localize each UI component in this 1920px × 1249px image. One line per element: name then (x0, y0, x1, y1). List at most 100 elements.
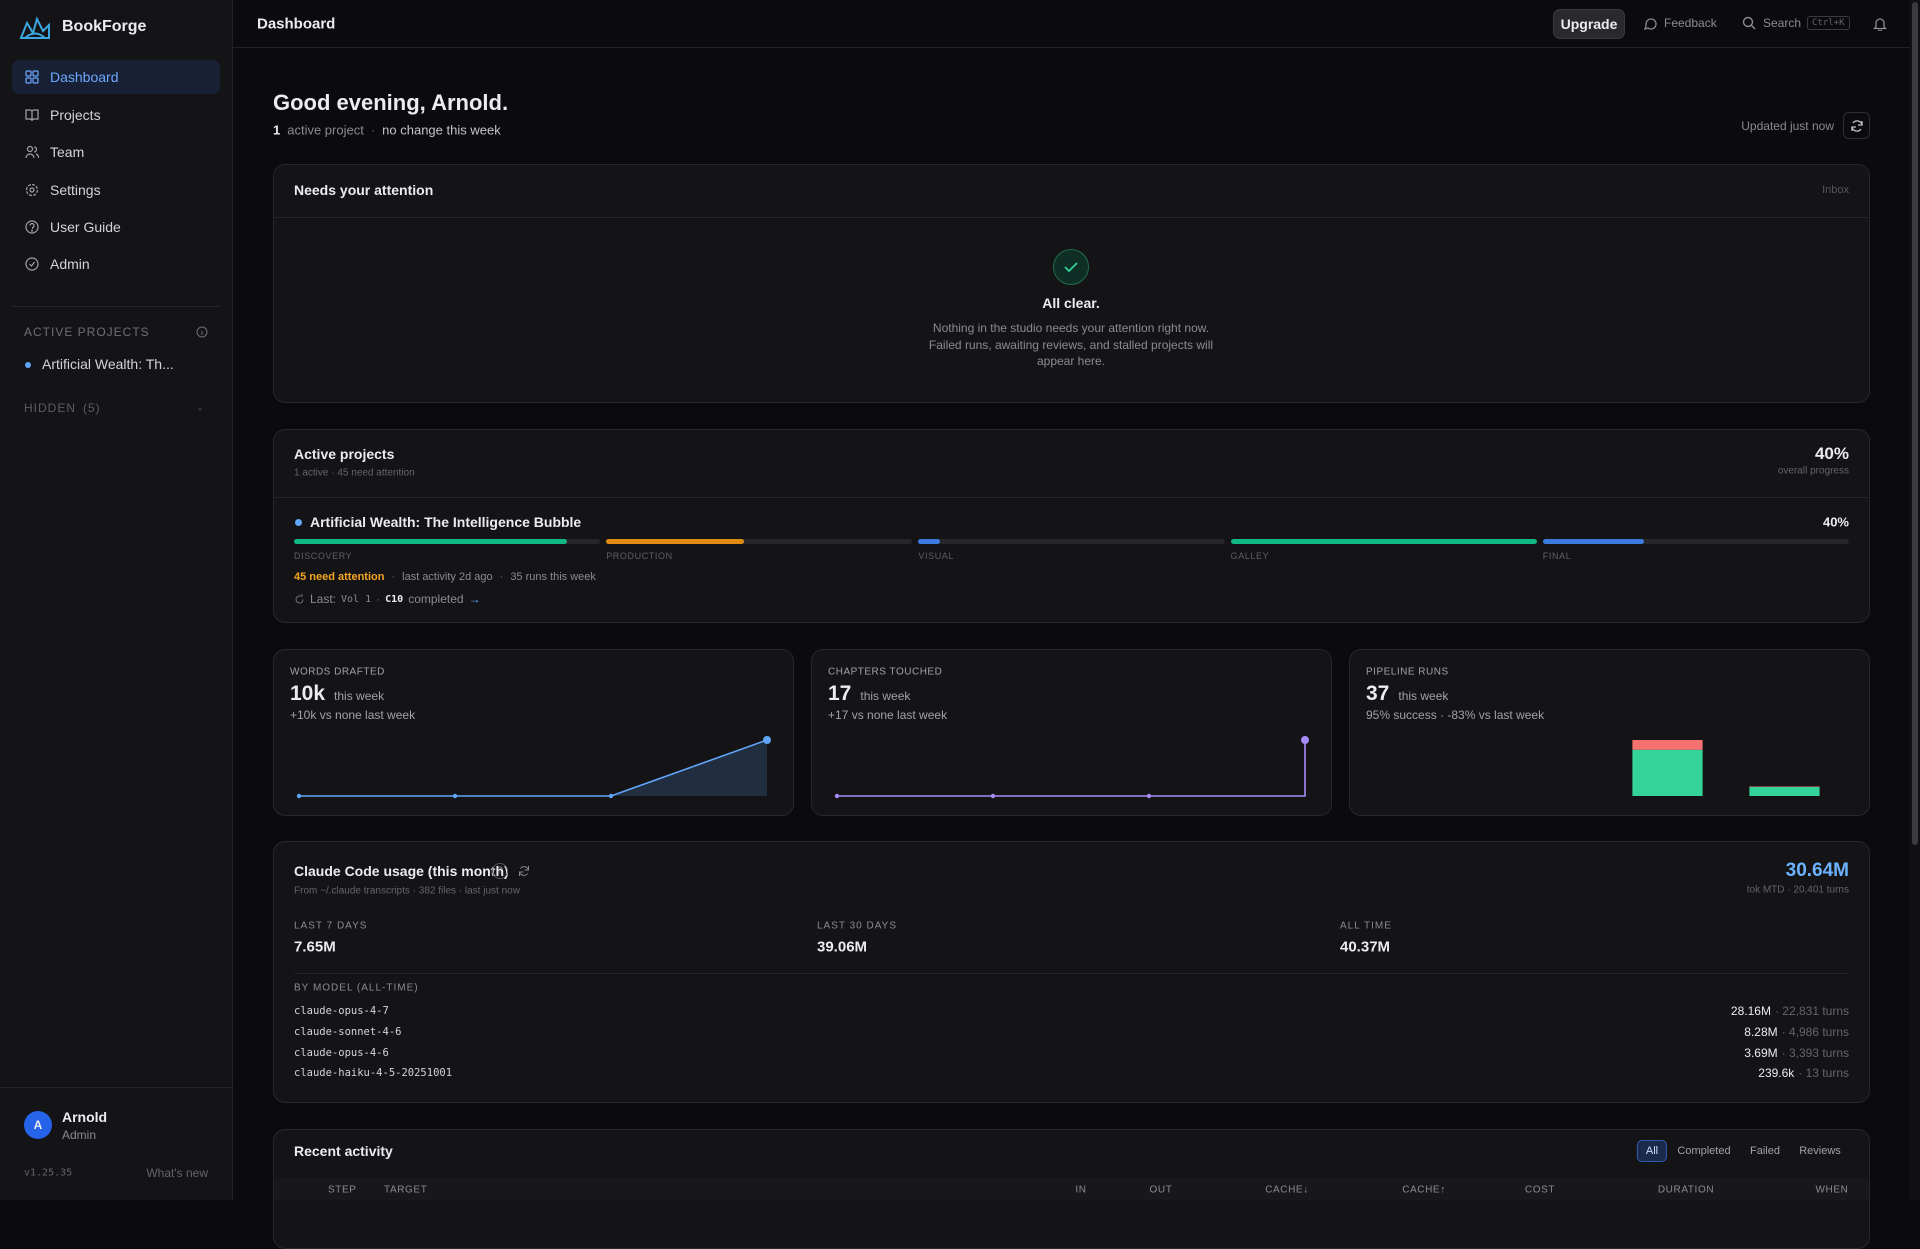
progress-track (294, 539, 601, 544)
column-header: CACHE↓ (1265, 1184, 1309, 1196)
section-label[interactable]: HIDDEN (24, 401, 77, 415)
nav-item[interactable]: User Guide (12, 210, 220, 244)
refresh-icon[interactable] (518, 865, 530, 877)
model-name: claude-haiku-4-5-20251001 (294, 1067, 453, 1079)
progress-fill (1230, 539, 1537, 544)
nav-label: Settings (50, 182, 101, 198)
point (763, 736, 771, 744)
nav-label: Admin (50, 256, 90, 272)
model-tokens: 28.16M (1730, 1004, 1771, 1018)
column-header: IN (1075, 1184, 1087, 1196)
upgrade-button[interactable]: Upgrade (1553, 9, 1625, 39)
refresh-button[interactable] (1843, 112, 1870, 139)
button-label: Upgrade (1560, 16, 1618, 32)
nav-label: Projects (50, 107, 101, 123)
nav-item[interactable]: Settings (12, 173, 220, 207)
updated: Updated just now (1741, 119, 1834, 133)
divider (12, 306, 220, 307)
card-subtitle: From ~/.claude transcripts · 382 files ·… (294, 885, 520, 897)
stat-headline: 10k this week (290, 682, 384, 706)
stat-chart (296, 736, 771, 799)
column-header: CACHE↑ (1402, 1184, 1446, 1196)
feedback-icon (1644, 18, 1657, 31)
filter-tab[interactable]: Reviews (1799, 1145, 1841, 1157)
period-label: LAST 7 DAYS (294, 920, 368, 932)
stat-card (811, 649, 1332, 816)
project-link[interactable]: Artificial Wealth: Th... (42, 356, 174, 372)
attention-count[interactable]: 45 need attention (294, 571, 385, 583)
overall-progress: 40% (1814, 444, 1849, 463)
nav-label: Team (50, 144, 85, 160)
period-value: 7.65M (294, 938, 336, 956)
user-name: Arnold (62, 1109, 108, 1125)
stat-card (273, 649, 794, 816)
last-activity: last activity 2d ago (402, 571, 493, 583)
projects-card (273, 429, 1870, 623)
point (452, 793, 458, 799)
inbox-link[interactable]: Inbox (1822, 184, 1849, 196)
whats-new[interactable]: What's new (146, 1166, 208, 1180)
separator: · (391, 571, 396, 583)
history-icon (295, 593, 304, 603)
column-header: DURATION (1657, 1184, 1715, 1196)
filter-tab[interactable]: Failed (1750, 1145, 1780, 1157)
chevron[interactable]: - (198, 401, 202, 415)
feedback-link[interactable]: Feedback (1664, 16, 1717, 30)
nav-icon (25, 145, 39, 159)
stat-chart (1632, 740, 1820, 796)
bell-icon[interactable] (1873, 16, 1887, 31)
period-label: LAST 30 DAYS (817, 920, 897, 932)
last-status: completed (408, 592, 464, 606)
period-value: 40.37M (1340, 938, 1391, 956)
stat-headline: 17 this week (828, 682, 910, 706)
point (1301, 736, 1309, 744)
bar (1632, 740, 1703, 750)
overall-label: overall progress (1777, 465, 1849, 477)
nav-item[interactable]: Admin (12, 247, 220, 281)
nav-icon (25, 109, 39, 122)
info-icon[interactable] (196, 326, 208, 338)
separator: · (376, 592, 381, 606)
search-button[interactable]: Search (1763, 16, 1802, 30)
status: All clear. (1042, 295, 1100, 311)
refresh-icon (1851, 120, 1863, 132)
card-title: Needs your attention (294, 182, 434, 198)
project-dot (295, 519, 302, 526)
last-arrow[interactable]: → (468, 592, 481, 606)
column-header: WHEN (1815, 1184, 1849, 1196)
card-title: Claude Code usage (this month) (294, 863, 509, 879)
stat-value: 37 (1366, 682, 1390, 705)
scroll-thumb[interactable] (1912, 2, 1918, 845)
stat-label: WORDS DRAFTED (290, 666, 385, 678)
help-button[interactable]: ? (492, 863, 508, 879)
project-progress: 40% (1822, 514, 1849, 530)
filter-tab[interactable]: Completed (1677, 1145, 1731, 1157)
stage-label: VISUAL (918, 551, 955, 561)
nav-item[interactable]: Team (12, 135, 220, 169)
model-stats: 8.28M · 4,986 turns (1744, 1025, 1849, 1039)
filter-tab[interactable]: All (1636, 1140, 1668, 1162)
check-circle (1053, 249, 1089, 285)
hidden-count: (5) (83, 401, 101, 415)
point (990, 793, 996, 799)
greeting: Good evening, Arnold. (273, 90, 509, 115)
stage-label: DISCOVERY (294, 551, 353, 561)
separator: · (499, 571, 504, 583)
bar (1749, 786, 1820, 788)
help-label: ? (497, 865, 503, 877)
stat-subtitle: +10k vs none last week (290, 708, 416, 722)
table-header (274, 1178, 1869, 1200)
project-name[interactable]: Artificial Wealth: The Intelligence Bubb… (310, 514, 582, 530)
line (299, 739, 768, 797)
avatar[interactable]: A (24, 1111, 52, 1139)
sidebar: BookForge Dashboard Projects Team Settings U… (0, 0, 233, 1200)
model-name: claude-opus-4-7 (294, 1005, 389, 1017)
section-label: BY MODEL (ALL-TIME) (294, 982, 419, 994)
nav-item[interactable]: Dashboard (12, 60, 220, 94)
progress-track (1542, 539, 1849, 544)
model-name: claude-sonnet-4-6 (294, 1026, 402, 1038)
page-title: Dashboard (257, 15, 336, 33)
card-title: Active projects (294, 446, 395, 462)
nav-item[interactable]: Projects (12, 98, 220, 132)
